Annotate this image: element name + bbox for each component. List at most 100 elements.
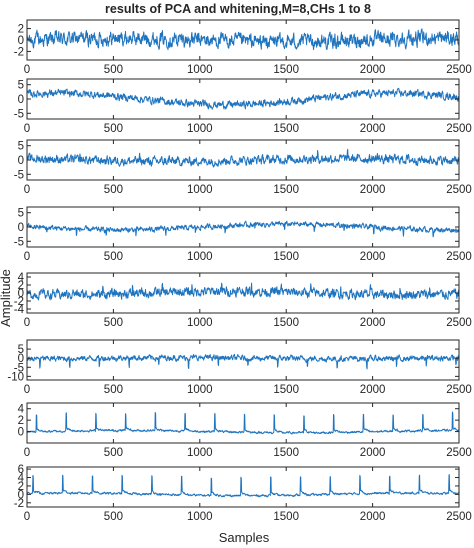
y-tick-label: 5 <box>18 208 24 220</box>
y-tick-label: 0 <box>18 94 24 106</box>
series-line-6 <box>26 353 460 370</box>
y-axis-label: Amplitude <box>0 269 13 327</box>
x-tick-label: 2000 <box>360 251 386 263</box>
x-tick-label: 1500 <box>273 511 299 523</box>
x-tick-label: 1000 <box>187 251 213 263</box>
y-tick-label: 2 <box>18 415 24 427</box>
x-tick-label: 0 <box>24 64 30 76</box>
y-tick-label: -5 <box>14 169 24 181</box>
x-tick-label: 500 <box>104 64 123 76</box>
y-tick-label: 2 <box>18 481 24 493</box>
x-tick-label: 0 <box>24 384 30 396</box>
x-tick-label: 1500 <box>273 184 299 196</box>
y-tick-label: 6 <box>18 464 24 476</box>
y-tick-label: 0 <box>18 35 24 47</box>
x-tick-label: 2500 <box>446 251 472 263</box>
x-tick-label: 2500 <box>446 184 472 196</box>
x-tick-label: 2000 <box>360 184 386 196</box>
axes-frame-6 <box>26 339 460 381</box>
y-tick-label: -2 <box>14 498 24 510</box>
y-tick-label: -2 <box>14 46 24 58</box>
y-tick-label: 0 <box>18 222 24 234</box>
y-tick-label: 5 <box>18 80 24 92</box>
y-tick-label: 5 <box>18 344 24 356</box>
y-tick-label: 0 <box>18 155 24 167</box>
x-tick-label: 1500 <box>273 251 299 263</box>
y-tick-label: 0 <box>18 427 24 439</box>
x-tick-label: 500 <box>104 251 123 263</box>
x-tick-label: 2000 <box>360 384 386 396</box>
y-tick-label: -5 <box>14 362 24 374</box>
x-tick-label: 1000 <box>187 184 213 196</box>
x-tick-label: 1500 <box>273 447 299 459</box>
x-tick-label: 500 <box>104 317 123 329</box>
x-tick-label: 500 <box>104 184 123 196</box>
y-tick-label: -5 <box>14 236 24 248</box>
x-tick-label: 500 <box>104 384 123 396</box>
x-tick-label: 500 <box>104 447 123 459</box>
y-tick-label: -4 <box>14 304 25 316</box>
chart-title: results of PCA and whitening,M=8,CHs 1 t… <box>105 2 371 16</box>
x-tick-label: 1500 <box>273 317 299 329</box>
x-tick-label: 500 <box>104 511 123 523</box>
series-line-3 <box>26 148 460 168</box>
series-line-8 <box>26 474 460 498</box>
x-tick-label: 2000 <box>360 447 386 459</box>
x-tick-label: 1000 <box>187 447 213 459</box>
y-tick-label: 0 <box>18 288 24 300</box>
x-tick-label: 2500 <box>446 64 472 76</box>
x-tick-label: 2000 <box>360 64 386 76</box>
x-tick-label: 2000 <box>360 123 386 135</box>
y-tick-label: -5 <box>14 108 24 120</box>
x-tick-label: 2500 <box>446 447 472 459</box>
y-tick-label: 2 <box>18 280 24 292</box>
x-tick-label: 1000 <box>187 384 213 396</box>
series-line-2 <box>26 87 460 110</box>
x-tick-label: 0 <box>24 447 30 459</box>
x-tick-label: 1500 <box>273 123 299 135</box>
y-tick-label: 2 <box>18 24 24 36</box>
x-tick-label: 2500 <box>446 123 472 135</box>
x-tick-label: 1000 <box>187 511 213 523</box>
y-tick-label: 5 <box>18 141 24 153</box>
x-tick-label: 0 <box>24 184 30 196</box>
series-line-7 <box>26 411 460 435</box>
x-tick-label: 2500 <box>446 317 472 329</box>
x-tick-label: 0 <box>24 317 30 329</box>
x-tick-label: 1000 <box>187 123 213 135</box>
x-tick-label: 0 <box>24 251 30 263</box>
x-tick-label: 1000 <box>187 64 213 76</box>
y-tick-label: -2 <box>14 296 24 308</box>
y-tick-label: -10 <box>7 371 24 383</box>
x-axis-label: Samples <box>219 530 270 545</box>
series-line-5 <box>26 282 460 301</box>
x-tick-label: 2500 <box>446 511 472 523</box>
y-tick-label: 4 <box>18 473 25 485</box>
x-tick-label: 1500 <box>273 64 299 76</box>
axes-frame-8 <box>26 466 460 508</box>
x-tick-label: 2500 <box>446 384 472 396</box>
x-tick-label: 1500 <box>273 384 299 396</box>
y-tick-label: 0 <box>18 489 24 501</box>
x-tick-label: 2000 <box>360 511 386 523</box>
y-tick-label: 0 <box>18 353 24 365</box>
y-tick-label: 4 <box>18 404 25 416</box>
x-tick-label: 1000 <box>187 317 213 329</box>
x-tick-label: 0 <box>24 123 30 135</box>
axes-frame-7 <box>26 402 460 444</box>
series-line-4 <box>26 220 460 238</box>
y-tick-label: 4 <box>18 272 25 284</box>
x-tick-label: 0 <box>24 511 30 523</box>
series-line-1 <box>26 28 460 51</box>
